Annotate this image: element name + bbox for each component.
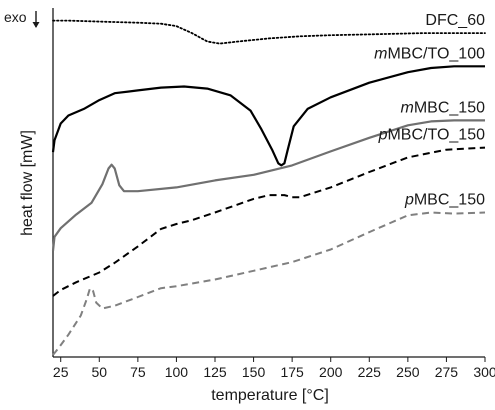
- series-labels: DFC_60mMBC/TO_100mMBC_150pMBC/TO_150pMBC…: [374, 12, 485, 208]
- x-tick-label: 100: [165, 364, 189, 380]
- series-label-text: MBC_150: [414, 192, 485, 209]
- series-line-1: [51, 65, 485, 167]
- series-label-2: mMBC_150: [401, 99, 486, 116]
- series-label-text: MBC/TO_150: [387, 127, 485, 144]
- series-label-text: MBC/TO_100: [387, 45, 485, 62]
- series-label-3: pMBC/TO_150: [378, 127, 486, 144]
- series-label-text: MBC_150: [414, 99, 485, 116]
- series-label-prefix: p: [404, 192, 414, 209]
- series-line-3: [52, 146, 486, 297]
- x-tick-label: 250: [396, 364, 420, 380]
- x-tick-label: 25: [53, 364, 69, 380]
- y-axis-title: heat flow [mW]: [19, 130, 36, 236]
- series-line-0: [52, 19, 486, 45]
- x-tick-label: 275: [435, 364, 459, 380]
- exo-down-arrow-icon: [32, 11, 40, 28]
- x-tick-label: 75: [130, 364, 146, 380]
- x-tick-label: 175: [280, 364, 304, 380]
- series-line-2: [51, 119, 485, 252]
- series-label-1: mMBC/TO_100: [374, 45, 485, 62]
- axes: [52, 8, 485, 358]
- x-tick-label: 200: [319, 364, 343, 380]
- series-label-prefix: m: [401, 99, 414, 116]
- x-tick-label: 300: [473, 364, 495, 380]
- x-tick-label: 125: [203, 364, 227, 380]
- series-label-4: pMBC_150: [404, 192, 485, 209]
- x-axis-title: temperature [°C]: [211, 387, 329, 404]
- x-tick-label: 225: [358, 364, 382, 380]
- x-tick-label: 150: [242, 364, 266, 380]
- series-label-prefix: m: [374, 45, 387, 62]
- series-label-0: DFC_60: [425, 12, 485, 29]
- series-label-prefix: p: [378, 127, 388, 144]
- series-line-4: [52, 211, 486, 356]
- series-layer: [51, 19, 486, 356]
- x-ticks: 25 50 75 100 125 150 175 200 225 250 275 300: [53, 357, 495, 380]
- exo-direction-label: exo: [4, 9, 27, 25]
- x-tick-label: 50: [91, 364, 107, 380]
